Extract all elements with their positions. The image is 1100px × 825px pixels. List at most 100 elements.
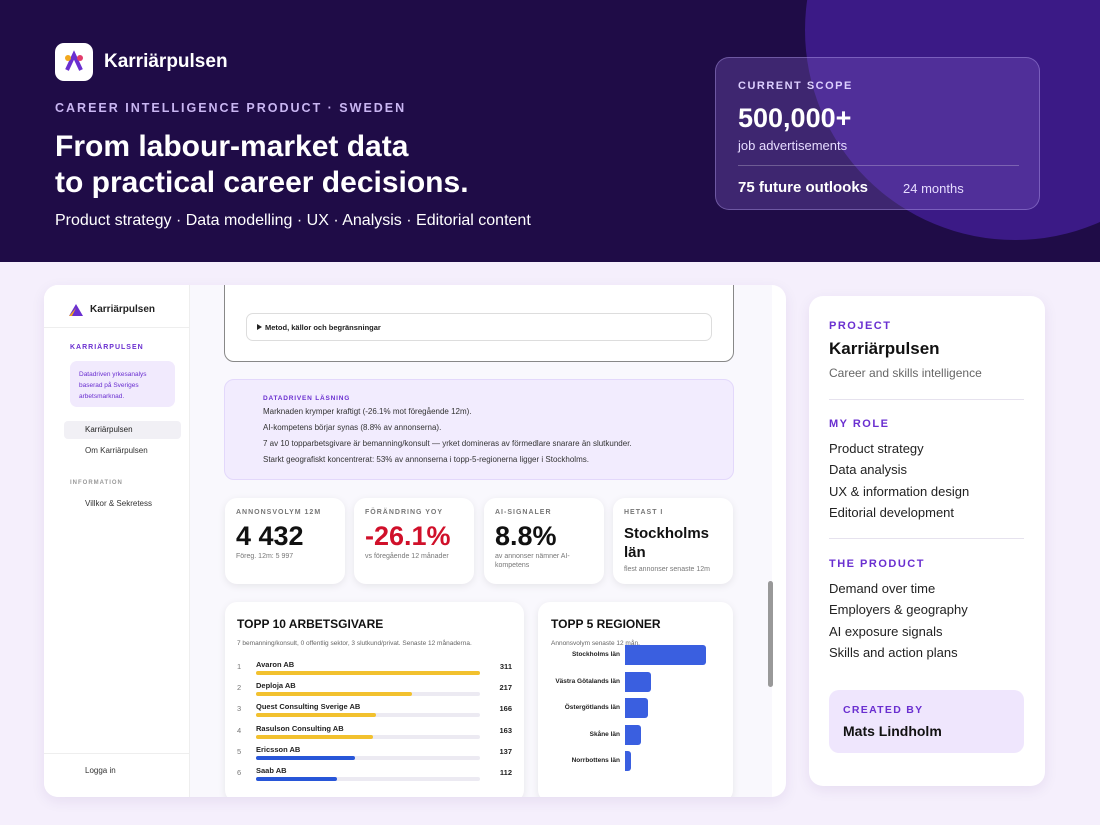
scope-label: CURRENT SCOPE xyxy=(738,80,853,92)
product-item: Demand over time xyxy=(829,581,936,596)
kpi-value: 8.8% xyxy=(495,521,557,551)
kpi-card: HETAST I Stockholms län flest annonser sen… xyxy=(613,498,733,584)
region-label: Västra Götalands län xyxy=(555,677,620,685)
insight-line: Starkt geografiskt koncentrerat: 53% av … xyxy=(263,455,589,464)
card-note: Annonsvolym senaste 12 mån. xyxy=(551,640,640,647)
employer-name: Deploja AB xyxy=(256,681,296,691)
project-card: PROJECT Karriärpulsen Career and skills … xyxy=(809,296,1045,786)
region-label: Stockholms län xyxy=(571,651,620,658)
app-brand: Karriärpulsen xyxy=(90,304,156,315)
kpi-note: vs föregående 12 månader xyxy=(365,553,449,560)
headline: From labour-market data xyxy=(55,130,409,163)
method-panel xyxy=(224,285,734,362)
author-box: CREATED BY Mats Lindholm xyxy=(829,690,1024,753)
subtitle: Product strategy · Data modelling · UX ·… xyxy=(55,212,531,229)
bar xyxy=(625,645,706,665)
divider xyxy=(829,399,1024,400)
bar xyxy=(256,734,374,739)
nav-item[interactable]: Om Karriärpulsen xyxy=(85,446,148,455)
bar xyxy=(256,692,413,697)
scrollbar[interactable] xyxy=(768,581,773,687)
blurb: Datadriven yrkesanalys baserad på Sverig… xyxy=(70,361,175,407)
regions-card: TOPP 5 REGIONER Annonsvolym senaste 12 m… xyxy=(538,602,733,797)
caret xyxy=(257,324,262,330)
rank: 4 xyxy=(237,725,242,735)
role: UX & information design xyxy=(829,483,970,499)
divider xyxy=(44,753,190,754)
kpi-card: AI-SIGNALER 8.8% av annonser nämner AI-kom… xyxy=(484,498,604,584)
app-screenshot: Karriärpulsen KARRIÄRPULSEN Datadriven y… xyxy=(44,285,786,797)
label: THE PRODUCT xyxy=(829,558,925,570)
rank: 6 xyxy=(237,768,242,777)
kpi-value: 4 432 xyxy=(236,521,304,551)
role: Editorial development xyxy=(829,504,955,520)
nav-item[interactable]: Villkor & Sekretess xyxy=(85,499,152,508)
employer-value: 217 xyxy=(499,683,512,693)
insight-line: 7 av 10 topparbetsgivare är bemanning/ko… xyxy=(263,439,632,448)
role: Data analysis xyxy=(829,462,908,478)
employer-name: Avaron AB xyxy=(256,660,295,669)
rank: 3 xyxy=(237,704,242,714)
section-label: INFORMATION xyxy=(70,480,123,486)
kpi-value: -26.1% xyxy=(365,521,451,551)
divider xyxy=(44,327,190,328)
main: Metod, källor och begränsningar DATADRIV… xyxy=(190,285,772,797)
section-label: KARRIÄRPULSEN xyxy=(70,344,144,351)
kpi-note: Föreg. 12m: 5 997 xyxy=(236,553,294,560)
card-title: TOPP 10 ARBETSGIVARE xyxy=(237,617,384,631)
kpi-card: ANNONSVOLYM 12M 4 432 Föreg. 12m: 5 997 xyxy=(225,498,345,584)
scope-unit: job advertisements xyxy=(738,138,848,153)
insight: DATADRIVEN LÄSNING Marknaden krymper kra… xyxy=(224,379,734,480)
project-name: Karriärpulsen xyxy=(829,339,940,358)
rank: 1 xyxy=(237,662,242,671)
label: MY ROLE xyxy=(829,418,890,430)
headline: to practical career decisions. xyxy=(55,166,469,199)
employer-value: 166 xyxy=(499,704,512,714)
method-toggle[interactable]: Metod, källor och begränsningar xyxy=(246,313,712,341)
nav-item[interactable]: Karriärpulsen xyxy=(85,425,133,434)
bar-track xyxy=(256,755,480,760)
bar xyxy=(625,724,641,745)
divider xyxy=(738,165,1019,166)
label: CREATED BY xyxy=(843,704,924,716)
employers-card: TOPP 10 ARBETSGIVARE 7 bemanning/konsult… xyxy=(225,602,524,797)
scope-card: CURRENT SCOPE 500,000+ job advertisement… xyxy=(715,57,1040,210)
login[interactable]: Logga in xyxy=(85,766,116,775)
bar xyxy=(256,671,480,675)
employer-value: 112 xyxy=(499,768,512,777)
region-label: Skåne län xyxy=(589,730,620,738)
employer-value: 163 xyxy=(499,725,512,735)
kpi-value: Stockholms län xyxy=(624,525,710,561)
label: PROJECT xyxy=(829,320,892,332)
region-label: Norrbottens län xyxy=(571,757,620,764)
bar xyxy=(256,777,337,781)
bar xyxy=(256,755,355,760)
logo xyxy=(55,43,93,81)
logo-icon xyxy=(65,50,83,71)
hero: Karriärpulsen CAREER INTELLIGENCE PRODUC… xyxy=(0,0,1100,262)
insight-label: DATADRIVEN LÄSNING xyxy=(263,395,351,402)
product-item: Skills and action plans xyxy=(829,644,958,660)
rank: 5 xyxy=(237,746,242,756)
rank: 2 xyxy=(237,683,242,693)
bar xyxy=(625,751,631,771)
kpi-label: AI-SIGNALER xyxy=(495,509,552,516)
scope-value: 500,000+ xyxy=(738,103,852,133)
sidebar: Karriärpulsen KARRIÄRPULSEN Datadriven y… xyxy=(44,285,190,797)
product-item: Employers & geography xyxy=(829,602,968,618)
kpi-note: av annonser nämner AI-kompetens xyxy=(495,553,570,569)
bar-track xyxy=(256,777,480,781)
region-label: Östergötlands län xyxy=(564,704,620,711)
kpi-label: FÖRÄNDRING YOY xyxy=(365,509,444,516)
divider xyxy=(829,538,1024,539)
employer-name: Rasulson Consulting AB xyxy=(256,723,344,733)
bar xyxy=(625,698,648,718)
scope-outlooks: 75 future outlooks xyxy=(738,179,869,196)
nav-active xyxy=(64,421,181,439)
product-item: AI exposure signals xyxy=(829,623,943,639)
app-logo xyxy=(69,304,83,316)
card-title: TOPP 5 REGIONER xyxy=(551,617,661,631)
employer-value: 311 xyxy=(499,662,512,671)
employer-name: Quest Consulting Sverige AB xyxy=(256,702,361,712)
author: Mats Lindholm xyxy=(843,723,942,739)
